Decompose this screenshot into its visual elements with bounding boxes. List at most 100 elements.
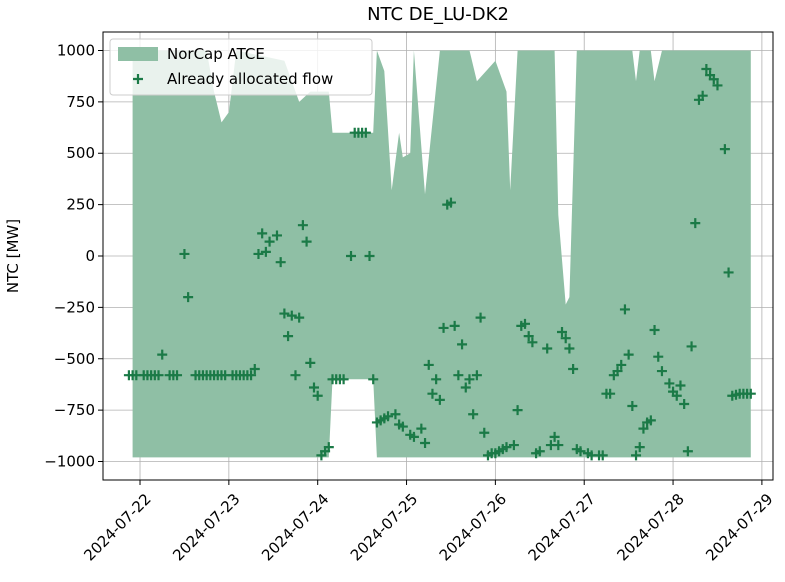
legend-swatch bbox=[118, 47, 158, 61]
scatter-point bbox=[279, 308, 290, 319]
scatter-point bbox=[553, 440, 564, 451]
scatter-point bbox=[560, 333, 571, 344]
scatter-point bbox=[275, 257, 286, 268]
scatter-point bbox=[612, 366, 623, 377]
plot-frame bbox=[102, 31, 774, 481]
scatter-point bbox=[323, 442, 334, 453]
scatter-point bbox=[438, 322, 449, 333]
scatter-point bbox=[682, 446, 693, 457]
x-tick-label: 2024-07-24 bbox=[258, 490, 332, 564]
scatter-point bbox=[338, 374, 349, 385]
scatter-point bbox=[479, 427, 490, 438]
scatter-point bbox=[597, 450, 608, 461]
scatter-point bbox=[179, 248, 190, 259]
scatter-point bbox=[549, 431, 560, 442]
scatter-point bbox=[697, 90, 708, 101]
scatter-point bbox=[712, 80, 723, 91]
scatter-point bbox=[664, 378, 675, 389]
scatter-point bbox=[690, 218, 701, 229]
scatter-point bbox=[172, 370, 183, 381]
scatter-point bbox=[390, 409, 401, 420]
scatter-point bbox=[638, 423, 649, 434]
scatter-point bbox=[701, 63, 712, 74]
y-tick-label: 0 bbox=[85, 247, 95, 265]
scatter-point bbox=[645, 415, 656, 426]
scatter-point bbox=[253, 248, 264, 259]
y-axis-label: NTC [MW] bbox=[4, 219, 22, 293]
x-tick-label: 2024-07-29 bbox=[702, 490, 776, 564]
scatter-point bbox=[445, 197, 456, 208]
scatter-point bbox=[449, 320, 460, 331]
scatter-point bbox=[631, 450, 642, 461]
x-tick-label: 2024-07-26 bbox=[436, 490, 510, 564]
scatter-point bbox=[501, 442, 512, 453]
scatter-point bbox=[616, 359, 627, 370]
scatter-point bbox=[290, 370, 301, 381]
legend-swatch bbox=[133, 74, 143, 84]
scatter-point bbox=[542, 343, 553, 354]
scatter-point bbox=[460, 382, 471, 393]
scatter-point bbox=[534, 446, 545, 457]
scatter-point bbox=[475, 312, 486, 323]
scatter-point bbox=[605, 388, 616, 399]
scatter-point bbox=[675, 380, 686, 391]
y-tick-label: −500 bbox=[54, 350, 95, 368]
scatter-point bbox=[512, 405, 523, 416]
scatter-point bbox=[427, 388, 438, 399]
scatter-point bbox=[519, 318, 530, 329]
scatter-point bbox=[257, 228, 268, 239]
x-tick-label: 2024-07-22 bbox=[80, 490, 154, 564]
scatter-point bbox=[368, 374, 379, 385]
scatter-point bbox=[264, 236, 275, 247]
scatter-point bbox=[619, 304, 630, 315]
x-tick-label: 2024-07-27 bbox=[525, 490, 599, 564]
scatter-point bbox=[434, 394, 445, 405]
scatter-point bbox=[686, 341, 697, 352]
scatter-point bbox=[246, 370, 257, 381]
scatter-point bbox=[468, 409, 479, 420]
scatter-point bbox=[301, 236, 312, 247]
scatter-point bbox=[249, 364, 260, 375]
scatter-point bbox=[157, 349, 168, 360]
area bbox=[132, 50, 751, 458]
y-tick-label: −1000 bbox=[44, 453, 95, 471]
scatter-point bbox=[568, 364, 579, 375]
scatter-point bbox=[557, 327, 568, 338]
scatter-point bbox=[383, 411, 394, 422]
scatter-point bbox=[453, 370, 464, 381]
scatter-point bbox=[408, 431, 419, 442]
scatter-point bbox=[308, 382, 319, 393]
scatter-point bbox=[708, 74, 719, 85]
scatter-point bbox=[397, 421, 408, 432]
y-tick-label: 250 bbox=[66, 196, 95, 214]
scatter-point bbox=[283, 331, 294, 342]
scatter-point bbox=[297, 220, 308, 231]
scatter-point bbox=[623, 349, 634, 360]
scatter-point bbox=[527, 337, 538, 348]
scatter-point bbox=[360, 127, 371, 138]
scatter-point bbox=[564, 343, 575, 354]
scatter-point bbox=[416, 423, 427, 434]
scatter-point bbox=[634, 442, 645, 453]
scatter-point bbox=[464, 374, 475, 385]
plot-area bbox=[123, 50, 756, 461]
scatter-point bbox=[523, 331, 534, 342]
scatter-point bbox=[649, 324, 660, 335]
scatter-point bbox=[423, 359, 434, 370]
scatter-point bbox=[294, 312, 305, 323]
scatter-point bbox=[346, 251, 357, 261]
scatter-point bbox=[364, 251, 375, 261]
y-tick-label: 1000 bbox=[57, 41, 95, 59]
scatter-point bbox=[745, 388, 756, 399]
scatter-point bbox=[508, 440, 519, 451]
scatter-point bbox=[271, 230, 282, 241]
scatter-point bbox=[679, 398, 690, 409]
scatter-point bbox=[656, 366, 667, 377]
scatter-point bbox=[286, 310, 297, 321]
scatter-point bbox=[260, 246, 271, 257]
y-tick-label: 750 bbox=[66, 93, 95, 111]
scatter-point bbox=[719, 144, 730, 155]
scatter-point bbox=[431, 374, 442, 385]
scatter-point bbox=[671, 390, 682, 401]
